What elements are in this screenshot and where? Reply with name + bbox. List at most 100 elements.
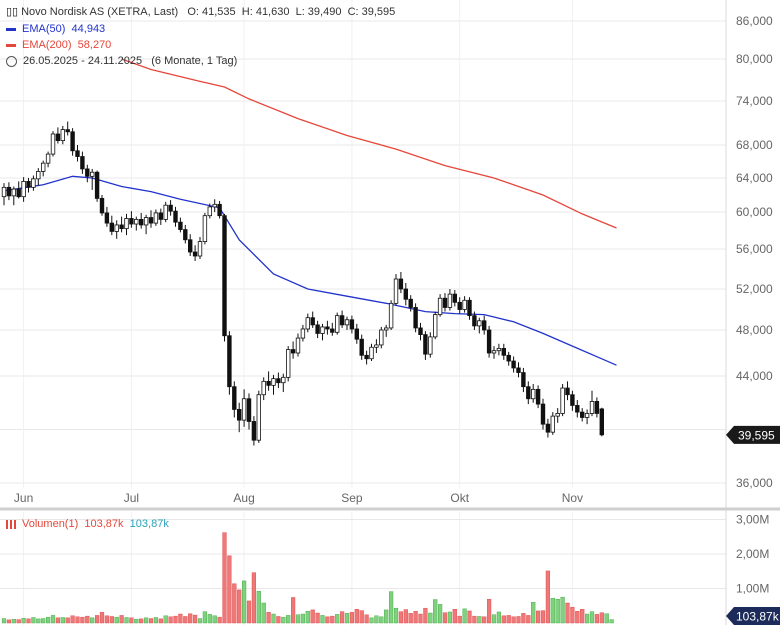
volume-bar[interactable] bbox=[55, 617, 60, 624]
volume-bar[interactable] bbox=[506, 615, 511, 624]
volume-bar[interactable] bbox=[119, 615, 124, 624]
volume-bar[interactable] bbox=[286, 615, 291, 624]
candle[interactable] bbox=[501, 343, 506, 360]
candle[interactable] bbox=[227, 331, 232, 395]
volume-bar[interactable] bbox=[540, 610, 546, 624]
candle[interactable] bbox=[457, 297, 462, 314]
candle[interactable] bbox=[540, 398, 546, 430]
volume-bar[interactable] bbox=[50, 615, 56, 624]
candle[interactable] bbox=[281, 373, 286, 393]
candle[interactable] bbox=[99, 195, 105, 216]
volume-bar[interactable] bbox=[433, 599, 438, 624]
volume-bar[interactable] bbox=[359, 610, 364, 624]
volume-bar[interactable] bbox=[438, 604, 443, 624]
volume-bar[interactable] bbox=[183, 616, 188, 624]
volume-bar[interactable] bbox=[291, 597, 296, 624]
candle[interactable] bbox=[90, 168, 95, 190]
volume-bar[interactable] bbox=[266, 612, 271, 624]
volume-bar[interactable] bbox=[241, 580, 247, 624]
candle[interactable] bbox=[398, 272, 404, 294]
candle[interactable] bbox=[575, 400, 580, 418]
ema50-line[interactable] bbox=[3, 175, 617, 366]
candle[interactable] bbox=[359, 334, 364, 360]
candle[interactable] bbox=[138, 212, 144, 229]
candle[interactable] bbox=[236, 402, 242, 433]
volume-bar[interactable] bbox=[75, 616, 80, 624]
volume-bar[interactable] bbox=[202, 611, 207, 624]
volume-bar[interactable] bbox=[271, 613, 276, 624]
volume-bar[interactable] bbox=[26, 618, 31, 624]
candle[interactable] bbox=[374, 339, 379, 353]
candle[interactable] bbox=[580, 408, 585, 422]
volume-bar[interactable] bbox=[227, 555, 232, 624]
candle[interactable] bbox=[491, 346, 497, 359]
candle[interactable] bbox=[143, 214, 149, 235]
volume-bar[interactable] bbox=[246, 600, 252, 624]
volume-bar[interactable] bbox=[501, 615, 506, 624]
candle[interactable] bbox=[119, 216, 124, 233]
volume-bar[interactable] bbox=[340, 611, 345, 624]
volume-bar[interactable] bbox=[413, 611, 418, 624]
candle[interactable] bbox=[310, 311, 315, 328]
candle[interactable] bbox=[442, 293, 448, 312]
volume-bar[interactable] bbox=[188, 613, 193, 624]
candle[interactable] bbox=[535, 385, 541, 409]
volume-bar[interactable] bbox=[168, 616, 173, 624]
candle[interactable] bbox=[432, 311, 438, 340]
volume-bar[interactable] bbox=[604, 613, 609, 624]
volume-bar[interactable] bbox=[251, 572, 256, 624]
volume-bar[interactable] bbox=[560, 596, 565, 624]
volume-bar[interactable] bbox=[487, 598, 492, 624]
volume-bar[interactable] bbox=[589, 611, 595, 624]
candle[interactable] bbox=[60, 125, 65, 145]
candle[interactable] bbox=[55, 127, 61, 144]
volume-bar[interactable] bbox=[374, 615, 379, 624]
volume-bar[interactable] bbox=[300, 613, 305, 624]
volume-bar[interactable] bbox=[256, 591, 261, 624]
candle[interactable] bbox=[599, 407, 604, 437]
candle[interactable] bbox=[526, 381, 531, 405]
candle[interactable] bbox=[418, 322, 423, 341]
volume-bar[interactable] bbox=[21, 617, 26, 624]
candle[interactable] bbox=[511, 356, 516, 373]
candle[interactable] bbox=[80, 151, 85, 174]
volume-bar[interactable] bbox=[109, 616, 114, 624]
candle[interactable] bbox=[1, 183, 7, 206]
candle[interactable] bbox=[168, 200, 173, 216]
candle[interactable] bbox=[383, 324, 389, 337]
volume-bar[interactable] bbox=[65, 617, 70, 624]
volume-bar[interactable] bbox=[565, 602, 570, 624]
volume-bar[interactable] bbox=[452, 609, 457, 624]
volume-bar[interactable] bbox=[457, 615, 462, 624]
volume-bar[interactable] bbox=[124, 617, 129, 624]
volume-bar[interactable] bbox=[403, 609, 408, 624]
candle[interactable] bbox=[173, 206, 178, 227]
candle[interactable] bbox=[6, 182, 12, 201]
volume-bar[interactable] bbox=[467, 610, 472, 624]
candle[interactable] bbox=[158, 208, 163, 225]
candle[interactable] bbox=[222, 213, 227, 342]
volume-bar[interactable] bbox=[384, 609, 389, 624]
volume-bar[interactable] bbox=[114, 616, 119, 624]
volume-bar[interactable] bbox=[531, 602, 536, 624]
volume-bar[interactable] bbox=[462, 608, 467, 624]
volume-bar[interactable] bbox=[521, 613, 526, 624]
volume-bar[interactable] bbox=[585, 613, 590, 624]
volume-bar[interactable] bbox=[178, 613, 183, 624]
candle[interactable] bbox=[178, 217, 183, 233]
candle[interactable] bbox=[183, 224, 188, 244]
candle[interactable] bbox=[163, 201, 168, 223]
candle[interactable] bbox=[197, 236, 203, 259]
candle[interactable] bbox=[388, 300, 394, 330]
candle[interactable] bbox=[11, 186, 16, 206]
volume-bar[interactable] bbox=[99, 612, 105, 624]
candle[interactable] bbox=[26, 178, 31, 193]
candle[interactable] bbox=[153, 209, 159, 226]
candle[interactable] bbox=[589, 390, 595, 417]
candle[interactable] bbox=[94, 170, 100, 202]
candle[interactable] bbox=[369, 343, 374, 362]
volume-bar[interactable] bbox=[80, 616, 85, 624]
candle[interactable] bbox=[271, 374, 276, 395]
candle[interactable] bbox=[36, 168, 41, 186]
